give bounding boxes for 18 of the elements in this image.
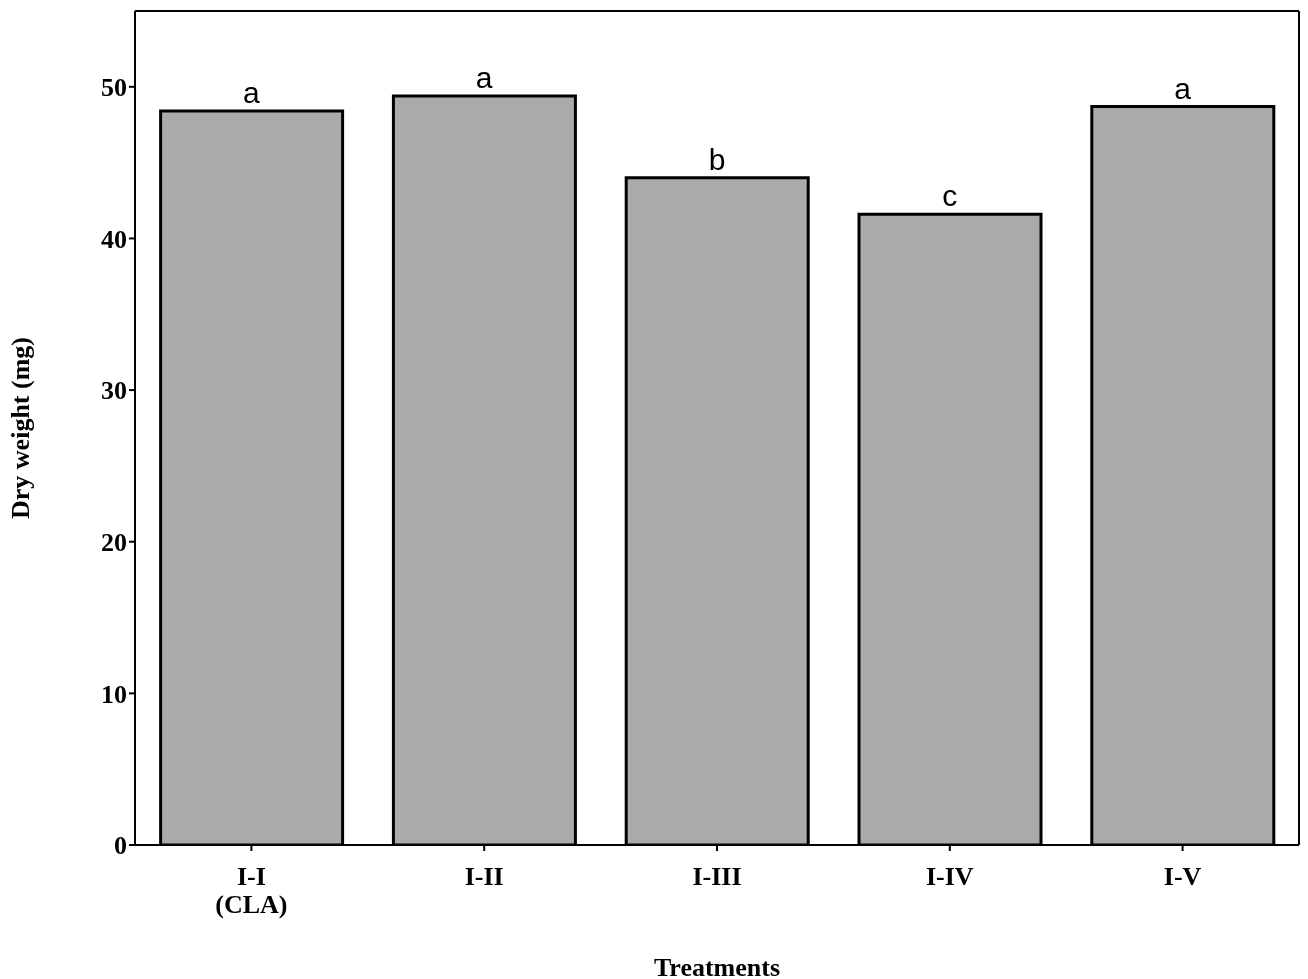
x-tick-label: I-II — [464, 862, 504, 891]
annotation: a — [1174, 71, 1192, 105]
y-tick-label: 10 — [101, 679, 127, 709]
x-tick-label: I-V — [1163, 862, 1202, 891]
y-tick-label: 40 — [101, 224, 127, 254]
x-tick-label: I-I (CLA) — [215, 862, 288, 919]
y-tick-label: 20 — [101, 527, 127, 557]
annotation: a — [243, 76, 261, 110]
annotation: c — [942, 179, 958, 213]
y-tick-label: 50 — [101, 73, 127, 103]
x-axis-title: Treatments — [653, 953, 781, 979]
y-axis-title: Dry weight (mg) — [6, 337, 36, 519]
y-tick-label: 0 — [114, 831, 127, 861]
annotation: a — [475, 60, 493, 94]
x-tick-label: I-IV — [925, 862, 974, 891]
annotation: b — [708, 142, 726, 176]
y-tick-label: 30 — [101, 376, 127, 406]
x-tick-label: I-III — [692, 862, 742, 891]
